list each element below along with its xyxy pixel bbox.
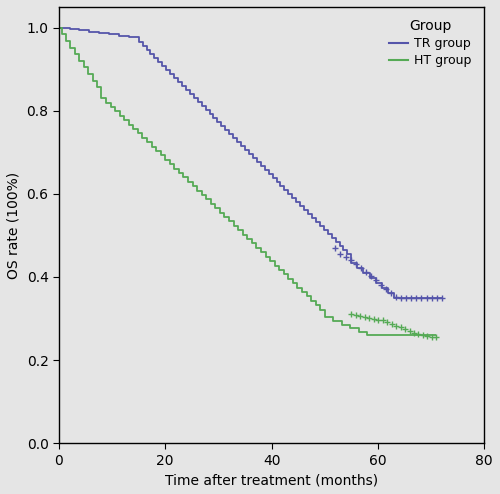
X-axis label: Time after treatment (months): Time after treatment (months) xyxy=(165,473,378,487)
Legend: TR group, HT group: TR group, HT group xyxy=(383,13,478,73)
Y-axis label: OS rate (100%): OS rate (100%) xyxy=(7,171,21,279)
